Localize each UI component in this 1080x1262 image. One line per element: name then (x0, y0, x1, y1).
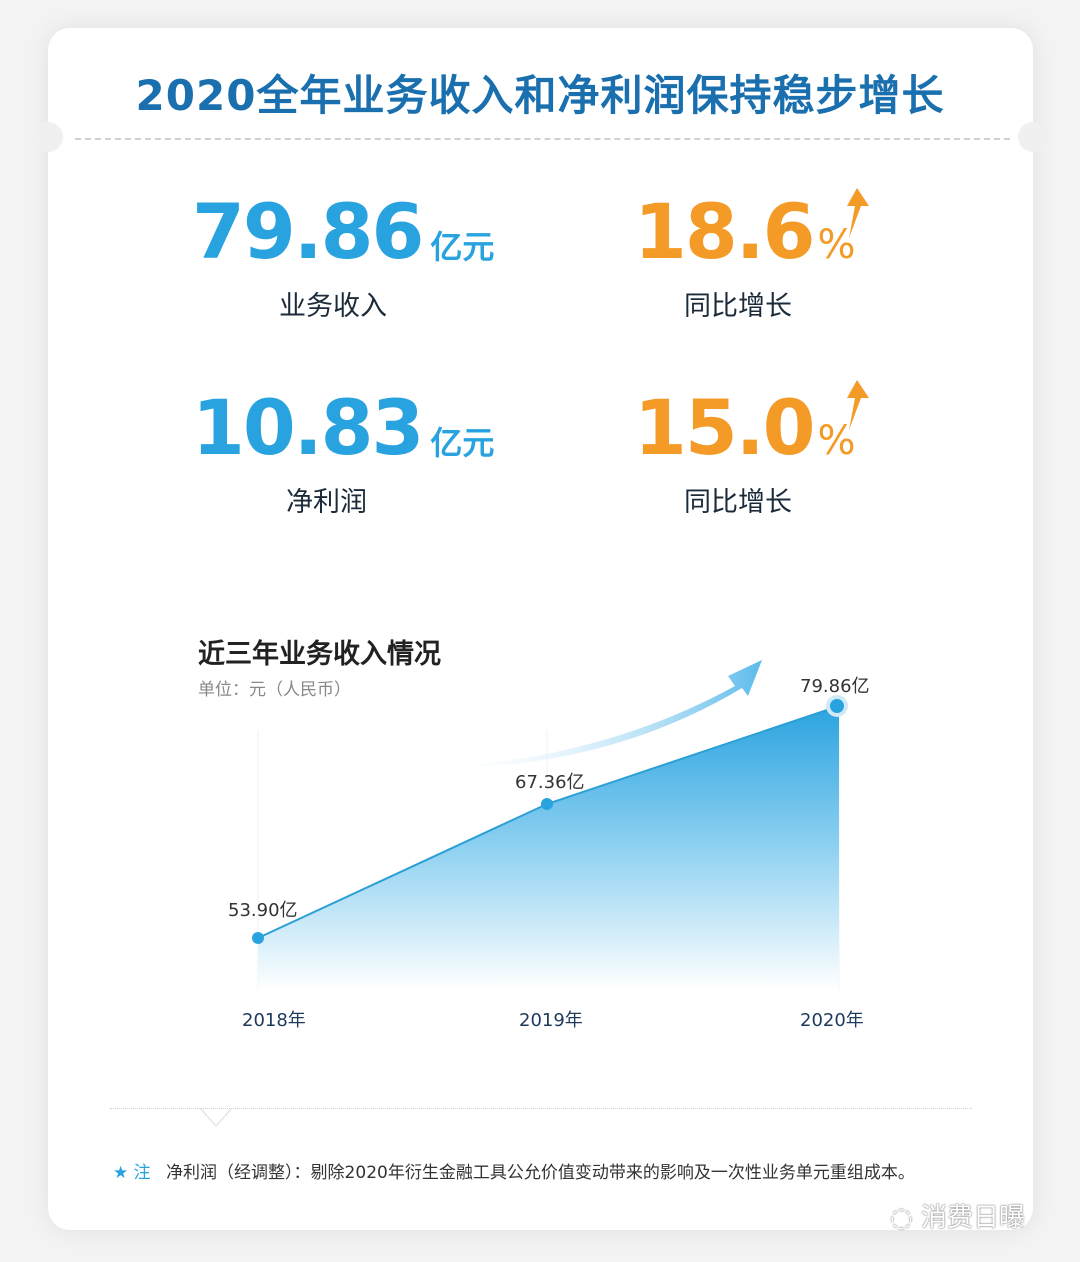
data-point-2018 (252, 932, 264, 944)
trend-arrow-icon (430, 660, 762, 769)
data-point-2019 (541, 798, 553, 810)
note-prefix: 注 (133, 1163, 151, 1183)
arrow-up-icon (847, 188, 869, 238)
net-profit-label: 净利润 (286, 487, 367, 518)
watermark-text: 消费日曝 (920, 1203, 1025, 1233)
x-tick-2020: 2020年 (800, 1010, 864, 1031)
infographic-card (48, 28, 1033, 1230)
footnote: ★ 注 净利润（经调整）：剔除2020年衍生金融工具公允价值变动带来的影响及一次… (113, 1158, 915, 1183)
revenue-label: 业务收入 (279, 291, 387, 322)
arrow-up-icon (847, 380, 869, 430)
net-profit-unit: 亿元 (430, 424, 495, 462)
title-divider (75, 138, 1010, 140)
data-label-2020: 79.86亿 (800, 676, 870, 697)
x-tick-2018: 2018年 (242, 1010, 306, 1031)
data-point-2020 (830, 699, 844, 713)
x-tick-2019: 2019年 (519, 1010, 583, 1031)
card-notch-left (33, 122, 63, 152)
stat-revenue-growth: 18.6% (634, 194, 856, 270)
card-notch-right (1018, 122, 1048, 152)
revenue-unit: 亿元 (430, 228, 495, 266)
note-text: 净利润（经调整）：剔除2020年衍生金融工具公允价值变动带来的影响及一次性业务单… (166, 1163, 915, 1183)
net-profit-growth-unit: % (817, 418, 856, 464)
divider-notch-icon (199, 1108, 233, 1127)
chart-title: 近三年业务收入情况 (198, 639, 441, 670)
revenue-growth-unit: % (817, 222, 856, 268)
watermark: ◌ 消费日曝 (890, 1197, 1025, 1234)
area-fill (258, 706, 839, 990)
page-title: 2020全年业务收入和净利润保持稳步增长 (135, 71, 945, 120)
stat-net-profit-growth: 15.0% (634, 390, 856, 466)
data-label-2018: 53.90亿 (228, 900, 298, 921)
star-icon: ★ (113, 1163, 129, 1183)
chart-subtitle: 单位：元（人民币） (198, 680, 351, 700)
net-profit-value: 10.83 (192, 383, 424, 472)
net-profit-growth-value: 15.0 (634, 383, 816, 472)
wechat-icon: ◌ (890, 1203, 921, 1233)
net-profit-growth-label: 同比增长 (684, 487, 792, 518)
revenue-growth-value: 18.6 (634, 187, 816, 276)
stat-revenue: 79.86 亿元 (192, 194, 494, 270)
note-divider (110, 1108, 972, 1109)
data-label-2019: 67.36亿 (515, 772, 585, 793)
revenue-growth-label: 同比增长 (684, 291, 792, 322)
stat-net-profit: 10.83 亿元 (192, 390, 494, 466)
revenue-value: 79.86 (192, 187, 424, 276)
